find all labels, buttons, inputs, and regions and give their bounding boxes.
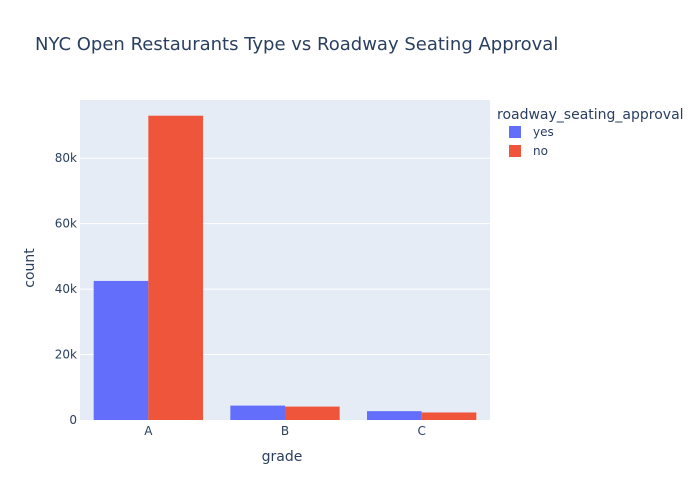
legend-swatch (509, 126, 521, 138)
bar-yes-B[interactable] (230, 405, 285, 420)
x-tick-labels: A B C (144, 424, 426, 438)
y-tick-label: 40k (55, 282, 77, 296)
legend-item-yes[interactable]: yes (509, 125, 554, 139)
bar-no-B[interactable] (285, 406, 340, 420)
x-axis-title: grade (262, 449, 303, 465)
legend-label: no (533, 144, 548, 158)
chart-title: NYC Open Restaurants Type vs Roadway Sea… (35, 34, 558, 55)
x-tick-label: A (144, 424, 153, 438)
bar-yes-C[interactable] (367, 411, 422, 420)
y-tick-label: 20k (55, 348, 77, 362)
bar-no-A[interactable] (148, 115, 203, 421)
legend[interactable]: roadway_seating_approval yes no (497, 107, 684, 158)
y-tick-label: 80k (55, 151, 77, 165)
legend-item-no[interactable]: no (509, 144, 548, 158)
y-tick-labels: 0 20k 40k 60k 80k (55, 151, 77, 427)
legend-label: yes (533, 125, 554, 139)
y-axis-title: count (22, 248, 38, 288)
y-tick-label: 0 (69, 413, 77, 427)
y-tick-label: 60k (55, 217, 77, 231)
legend-swatch (509, 145, 521, 157)
bars (93, 115, 477, 421)
x-tick-label: C (417, 424, 425, 438)
bar-no-C[interactable] (421, 412, 477, 420)
bar-yes-A[interactable] (93, 280, 149, 420)
legend-title: roadway_seating_approval (497, 107, 684, 123)
x-tick-label: B (281, 424, 289, 438)
